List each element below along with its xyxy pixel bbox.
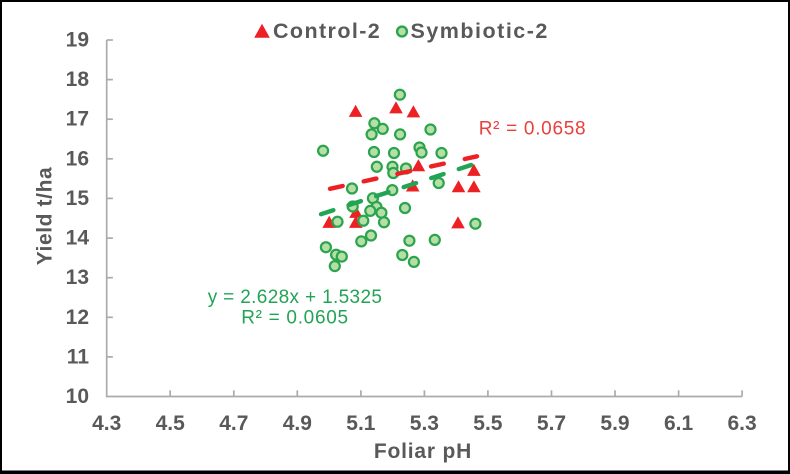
svg-text:14: 14: [66, 227, 90, 250]
svg-text:5.9: 5.9: [600, 412, 629, 435]
svg-text:6.1: 6.1: [664, 412, 694, 435]
svg-text:Foliar pH: Foliar pH: [374, 440, 472, 463]
svg-text:4.3: 4.3: [92, 412, 121, 435]
svg-text:13: 13: [66, 266, 89, 289]
svg-text:19: 19: [66, 29, 89, 52]
svg-text:Control-2: Control-2: [273, 19, 381, 43]
svg-text:6.3: 6.3: [727, 412, 756, 435]
svg-text:10: 10: [66, 385, 89, 408]
svg-text:11: 11: [67, 345, 90, 368]
svg-text:15: 15: [66, 187, 90, 210]
svg-text:4.7: 4.7: [219, 412, 248, 435]
svg-text:R² = 0.0605: R² = 0.0605: [241, 308, 349, 329]
svg-text:4.5: 4.5: [156, 412, 186, 435]
svg-text:R² = 0.0658: R² = 0.0658: [479, 119, 587, 140]
svg-text:5.1: 5.1: [346, 412, 376, 435]
svg-text:17: 17: [66, 108, 89, 131]
svg-text:16: 16: [66, 147, 89, 170]
svg-text:18: 18: [66, 68, 90, 91]
svg-text:Symbiotic-2: Symbiotic-2: [411, 19, 549, 43]
svg-text:5.5: 5.5: [473, 412, 503, 435]
svg-text:4.9: 4.9: [283, 412, 312, 435]
svg-text:5.7: 5.7: [537, 412, 566, 435]
svg-text:5.3: 5.3: [410, 412, 439, 435]
svg-text:12: 12: [66, 306, 89, 329]
svg-text:y = 2.628x + 1.5325: y = 2.628x + 1.5325: [208, 287, 383, 308]
svg-text:Yield t/ha: Yield t/ha: [34, 167, 57, 266]
